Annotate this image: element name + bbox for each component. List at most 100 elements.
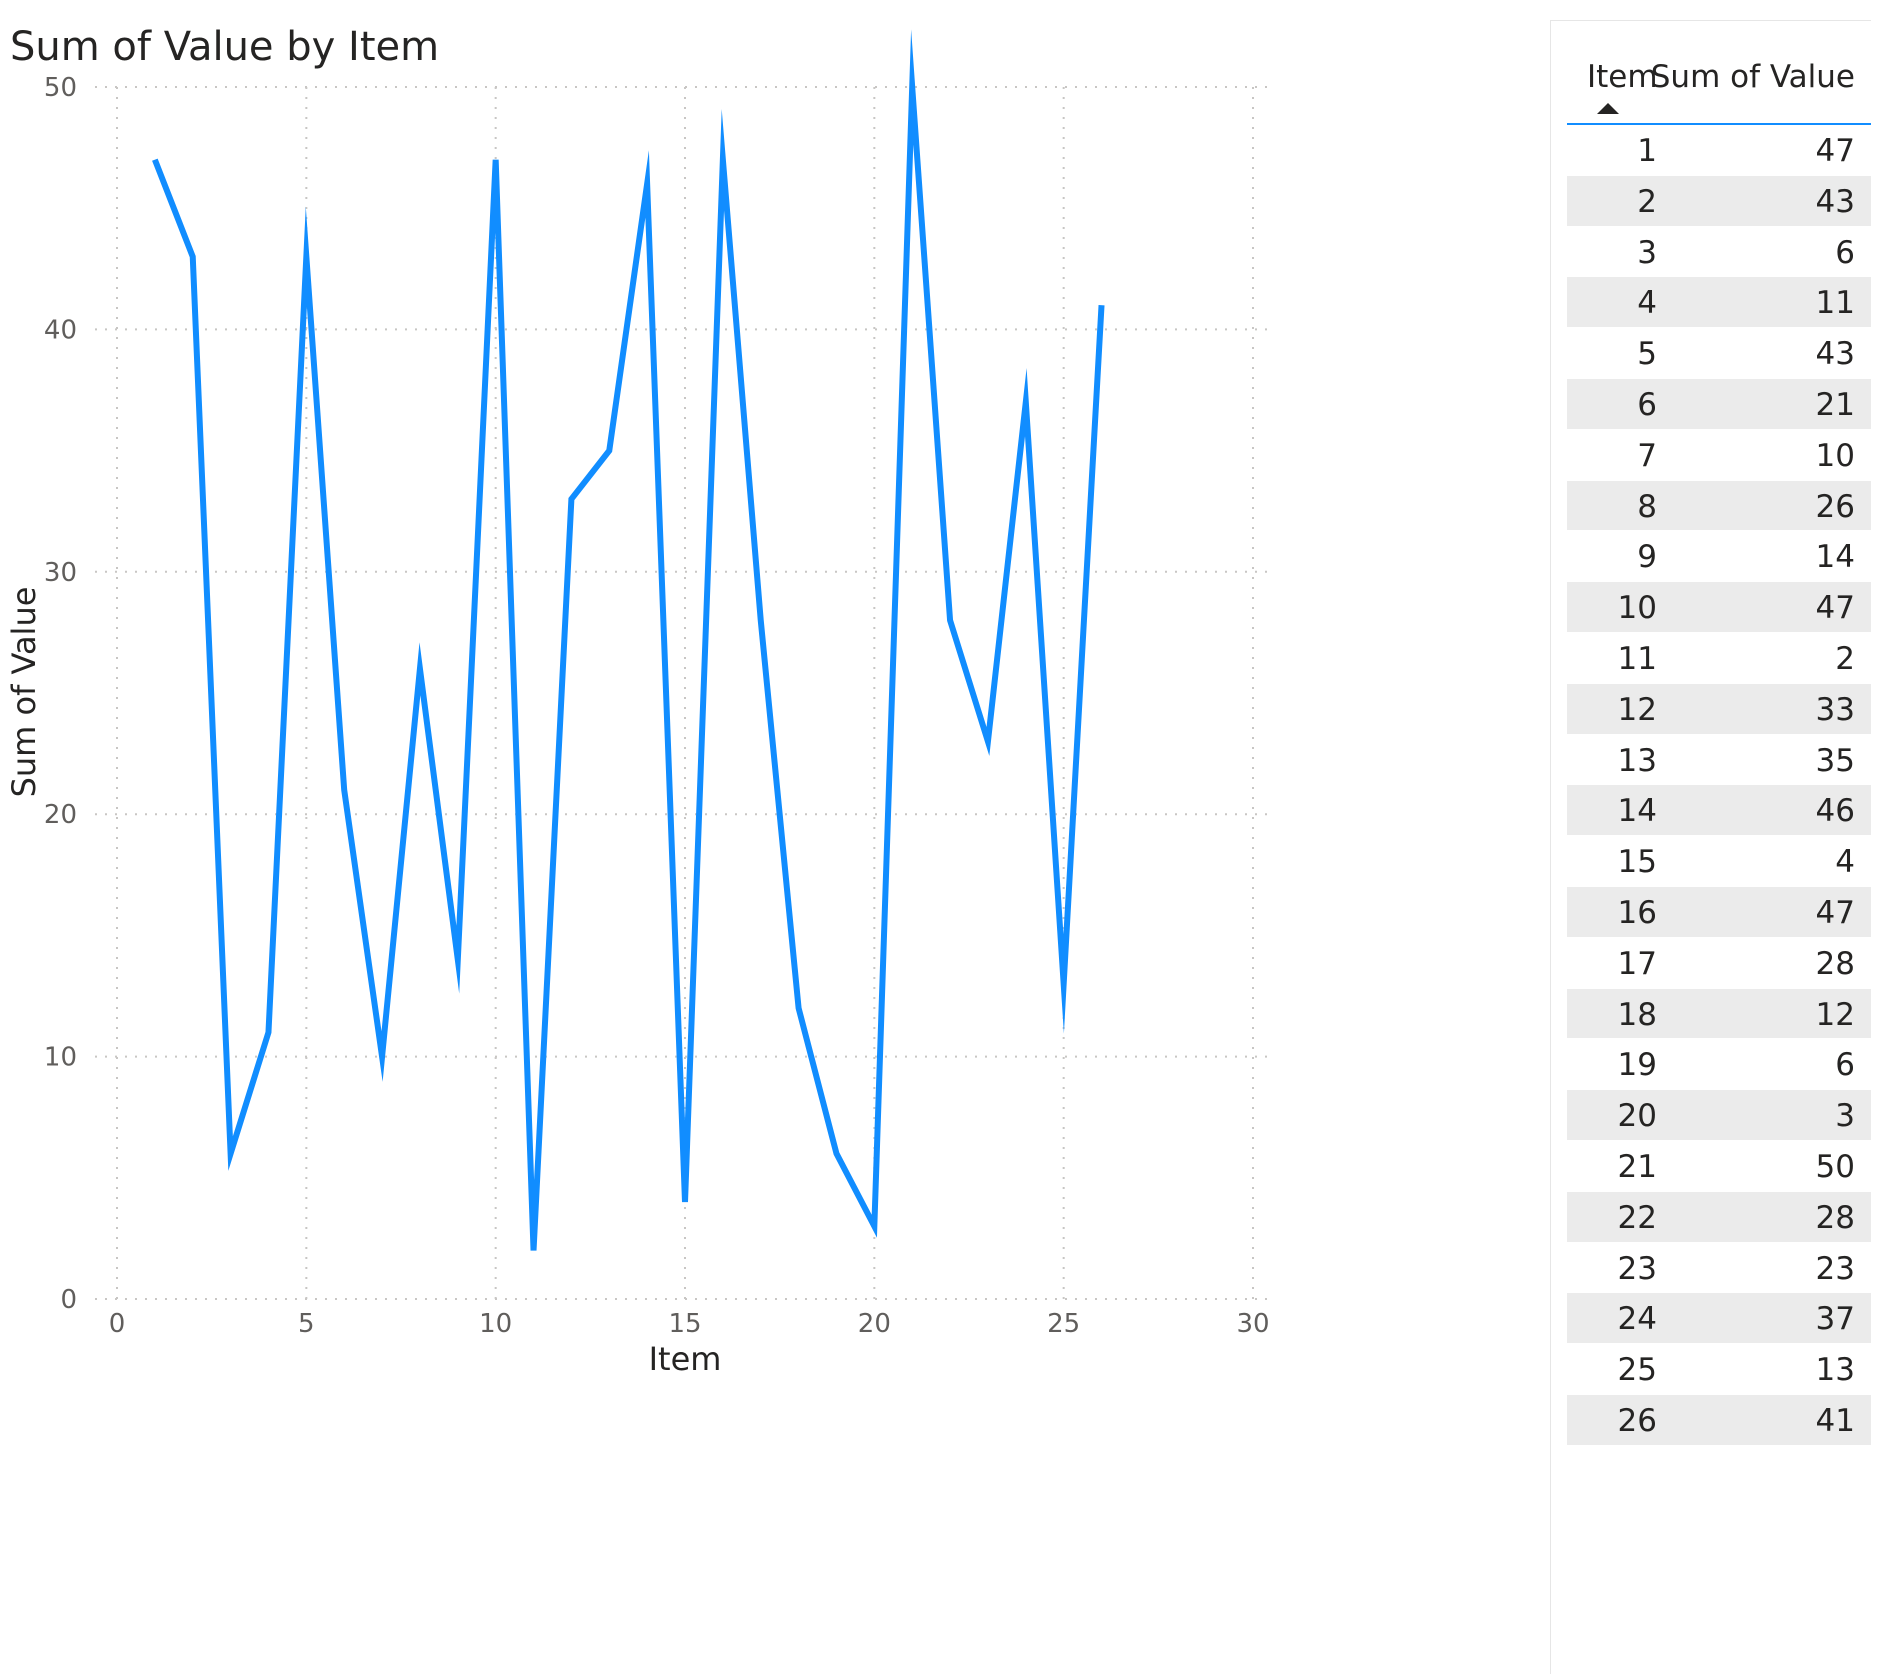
table-row[interactable]: 13 35	[1567, 735, 1871, 786]
cell-sum-of-value: 47	[1815, 133, 1855, 169]
y-tick-label: 40	[44, 315, 77, 345]
cell-item: 3	[1637, 234, 1657, 271]
data-point[interactable]	[452, 954, 464, 966]
table-row[interactable]: 2 43	[1567, 175, 1871, 227]
cell-sum-of-value: 43	[1815, 336, 1855, 373]
cell-sum-of-value: 41	[1815, 1402, 1855, 1439]
table-row[interactable]: 11 2	[1567, 633, 1871, 684]
data-point[interactable]	[793, 1002, 805, 1014]
data-point[interactable]	[376, 1051, 388, 1063]
data-point[interactable]	[830, 1148, 842, 1160]
sort-ascending-icon[interactable]	[1597, 103, 1619, 114]
cell-item: 23	[1617, 1250, 1657, 1287]
cell-item: 7	[1637, 437, 1657, 474]
column-header-item[interactable]: Item	[1587, 59, 1658, 95]
table-row[interactable]: 10 47	[1567, 582, 1871, 633]
x-axis-title: Item	[649, 1340, 722, 1378]
data-point[interactable]	[1058, 978, 1070, 990]
data-point[interactable]	[300, 251, 312, 263]
cell-item: 24	[1617, 1301, 1657, 1338]
data-point[interactable]	[1020, 396, 1032, 408]
line-chart-visual[interactable]: Sum of Value by Item 0 10 20 30 40 50 0 5 10 15 20…	[0, 0, 1545, 1673]
cell-item: 10	[1617, 590, 1657, 627]
data-point[interactable]	[868, 1220, 880, 1232]
cell-item: 22	[1617, 1199, 1657, 1236]
cell-item: 12	[1617, 691, 1657, 728]
table-row[interactable]: 20 3	[1567, 1090, 1871, 1141]
table-row[interactable]: 22 28	[1567, 1191, 1871, 1243]
cell-item: 19	[1617, 1047, 1657, 1084]
table-row[interactable]: 24 37	[1567, 1293, 1871, 1345]
cell-item: 4	[1637, 285, 1657, 322]
x-tick-label: 5	[298, 1309, 315, 1339]
data-table[interactable]: Item Sum of Value 1 47 2 43 3 6 4 11 5 43 6 21 7 10 8 2…	[1550, 20, 1871, 1674]
data-point[interactable]	[565, 493, 577, 505]
data-point[interactable]	[225, 1148, 237, 1160]
table-row[interactable]: 8 26	[1567, 480, 1871, 532]
y-tick-label: 20	[44, 800, 77, 830]
table-row[interactable]: 23 23	[1567, 1243, 1871, 1294]
cell-sum-of-value: 46	[1815, 793, 1855, 830]
data-point[interactable]	[338, 784, 350, 796]
chart-title: Sum of Value by Item	[10, 24, 440, 70]
table-body: 1 47 2 43 3 6 4 11 5 43 6 21 7 10 8 26 9 14 10 47 11 2 12 33 13 3…	[1567, 125, 1871, 1446]
table-row[interactable]: 17 28	[1567, 938, 1871, 989]
cell-item: 13	[1617, 742, 1657, 779]
table-row[interactable]: 4 11	[1567, 277, 1871, 329]
table-row[interactable]: 1 47	[1567, 125, 1871, 176]
cell-item: 8	[1637, 488, 1657, 525]
data-point[interactable]	[1096, 299, 1108, 311]
data-point[interactable]	[944, 614, 956, 626]
table-row[interactable]: 21 50	[1567, 1141, 1871, 1192]
data-point[interactable]	[262, 1026, 274, 1038]
table-row[interactable]: 15 4	[1567, 836, 1871, 887]
cell-sum-of-value: 50	[1815, 1148, 1855, 1185]
cell-sum-of-value: 14	[1815, 539, 1855, 576]
data-point[interactable]	[603, 445, 615, 457]
x-tick-label: 30	[1236, 1309, 1269, 1339]
line-chart[interactable]: 0 10 20 30 40 50 0 5 10 15 20 25 30 Item Sum of Value	[0, 0, 1545, 1673]
table-row[interactable]: 7 10	[1567, 430, 1871, 481]
data-point[interactable]	[755, 614, 767, 626]
data-point[interactable]	[187, 251, 199, 263]
cell-sum-of-value: 28	[1815, 945, 1855, 982]
data-point[interactable]	[149, 154, 161, 166]
table-row[interactable]: 26 41	[1567, 1394, 1871, 1446]
data-point[interactable]	[906, 81, 918, 93]
data-point[interactable]	[490, 154, 502, 166]
cell-sum-of-value: 2	[1835, 640, 1855, 677]
cell-sum-of-value: 12	[1815, 996, 1855, 1033]
data-point[interactable]	[717, 154, 729, 166]
cell-sum-of-value: 28	[1815, 1199, 1855, 1236]
data-point[interactable]	[679, 1196, 691, 1208]
cell-item: 5	[1637, 336, 1657, 373]
table-row[interactable]: 16 47	[1567, 886, 1871, 938]
data-point[interactable]	[641, 178, 653, 190]
data-point[interactable]	[982, 735, 994, 747]
data-point[interactable]	[414, 663, 426, 675]
table-row[interactable]: 18 12	[1567, 988, 1871, 1040]
cell-item: 25	[1617, 1352, 1657, 1389]
x-tick-label: 15	[668, 1309, 701, 1339]
table-row[interactable]: 19 6	[1567, 1039, 1871, 1091]
table-row[interactable]: 6 21	[1567, 378, 1871, 430]
table-row[interactable]: 9 14	[1567, 531, 1871, 583]
cell-item: 11	[1617, 640, 1657, 677]
cell-item: 2	[1637, 183, 1657, 220]
column-header-sum-of-value[interactable]: Sum of Value	[1650, 59, 1855, 95]
y-tick-label: 30	[44, 558, 77, 588]
series-line[interactable]	[152, 29, 1105, 1251]
x-tick-label: 0	[109, 1309, 126, 1339]
cell-sum-of-value: 21	[1815, 386, 1855, 423]
cell-item: 16	[1617, 894, 1657, 931]
x-tick-label: 25	[1047, 1309, 1080, 1339]
data-point[interactable]	[528, 1245, 540, 1257]
table-row[interactable]: 5 43	[1567, 328, 1871, 379]
table-row[interactable]: 25 13	[1567, 1344, 1871, 1395]
table-row[interactable]: 14 46	[1567, 785, 1871, 837]
table-row[interactable]: 12 33	[1567, 683, 1871, 735]
cell-sum-of-value: 23	[1815, 1250, 1855, 1287]
cell-sum-of-value: 47	[1815, 590, 1855, 627]
cell-sum-of-value: 47	[1815, 894, 1855, 931]
